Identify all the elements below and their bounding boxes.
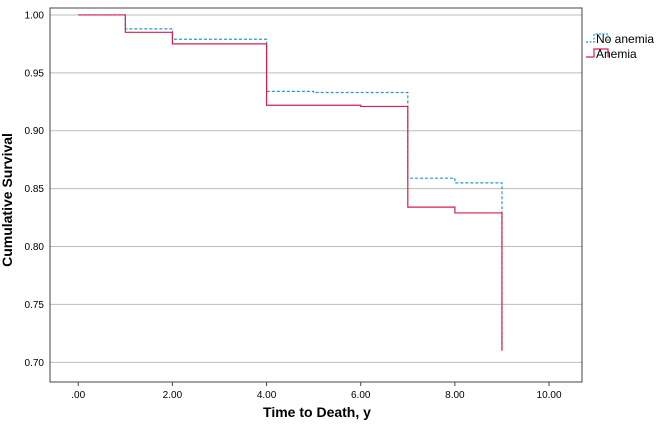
x-tick-label-10.00: 10.00 [537,390,562,401]
y-tick-label-0.85: 0.85 [25,184,45,195]
y-tick-label-0.95: 0.95 [25,68,45,79]
series-anemia-line [78,14,503,351]
legend-swatch-no-anemia [586,33,609,43]
series-lines [78,14,503,351]
y-tick-label-1.00: 1.00 [25,10,45,21]
y-tick-label-0.70: 0.70 [25,358,45,369]
series-no-anemia-line [78,14,503,351]
x-axis-ticks: .00 2.00 4.00 6.00 8.00 10.00 [71,382,562,401]
plot-frame [49,7,583,383]
grid-lines [50,14,582,363]
y-axis-ticks: 0.70 0.75 0.80 0.85 0.90 0.95 1.00 [25,10,45,368]
y-tick-label-0.90: 0.90 [25,126,45,137]
x-tick-label-8.00: 8.00 [445,390,465,401]
x-tick-label-4.00: 4.00 [257,390,277,401]
y-axis-title: Cumulative Survival [0,133,15,267]
x-tick-label-6.00: 6.00 [351,390,371,401]
y-tick-label-0.75: 0.75 [25,300,45,311]
legend-label-anemia: Anemia [596,47,637,61]
plot-border [49,7,583,383]
x-tick-label-2.00: 2.00 [163,390,183,401]
y-tick-label-0.80: 0.80 [25,242,45,253]
x-tick-label-.00: .00 [71,390,85,401]
x-axis-title: Time to Death, y [263,404,371,420]
legend-label-no-anemia: No anemia [596,32,654,46]
legend-swatch-anemia [586,48,609,58]
